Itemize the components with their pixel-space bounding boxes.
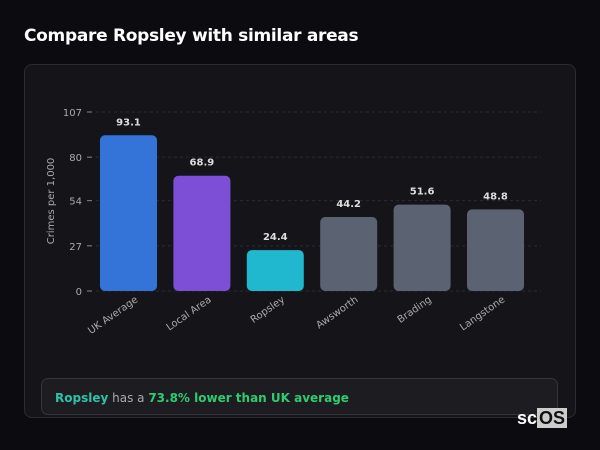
data-label: 48.8 [483, 191, 508, 202]
chart-card: 0 27 54 80 107 Crimes per 1,000 93.1 UK Average… [24, 64, 576, 418]
x-tick-label: Awsworth [314, 294, 360, 331]
data-label: 44.2 [336, 199, 361, 210]
data-label: 68.9 [190, 158, 215, 169]
y-tick-label: 0 [76, 287, 82, 298]
summary-highlight: 73.8% lower than UK average [148, 391, 349, 405]
page-title: Compare Ropsley with similar areas [24, 26, 359, 46]
x-tick-label: Brading [396, 294, 434, 325]
data-label: 93.1 [116, 117, 141, 128]
area-name: Ropsley [55, 391, 109, 405]
x-tick-label: Ropsley [249, 294, 287, 325]
bar-local-area[interactable] [173, 175, 231, 291]
bar-uk-average[interactable] [100, 135, 157, 291]
x-tick-label: Local Area [165, 294, 214, 333]
x-tick-label: Langstone [458, 294, 507, 333]
bar-ropsley[interactable] [246, 250, 304, 291]
summary-text: has a [108, 391, 149, 405]
x-tick-label: UK Average [86, 294, 140, 336]
y-axis-label: Crimes per 1,000 [46, 158, 57, 245]
data-label: 24.4 [263, 232, 288, 243]
y-tick-label: 80 [69, 153, 82, 164]
logo: sc OS [517, 408, 568, 428]
comparison-summary: Ropsley has a 73.8% lower than UK averag… [41, 378, 558, 415]
data-label: 51.6 [410, 187, 435, 198]
bar-chart: 0 27 54 80 107 Crimes per 1,000 93.1 UK Average… [46, 108, 541, 337]
y-tick-label: 27 [69, 242, 82, 253]
bar-awsworth[interactable] [320, 217, 378, 291]
y-tick-label: 54 [69, 197, 82, 208]
y-tick-label: 107 [63, 108, 82, 119]
bar-brading[interactable] [393, 204, 451, 291]
bar-langstone[interactable] [467, 209, 524, 291]
